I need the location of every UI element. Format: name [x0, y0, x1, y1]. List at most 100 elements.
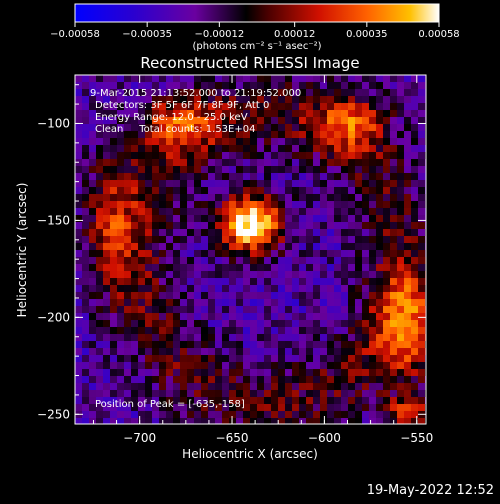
heatmap-cell: [404, 383, 411, 390]
heatmap-cell: [348, 117, 355, 124]
heatmap-cell: [313, 166, 320, 173]
heatmap-cell: [383, 159, 390, 166]
heatmap-cell: [173, 334, 180, 341]
heatmap-cell: [243, 138, 250, 145]
heatmap-cell: [348, 278, 355, 285]
heatmap-cell: [152, 418, 159, 424]
heatmap-cell: [348, 411, 355, 418]
heatmap-cell: [103, 411, 110, 418]
heatmap-cell: [89, 187, 96, 194]
heatmap-cell: [264, 250, 271, 257]
heatmap-cell: [355, 173, 362, 180]
heatmap-cell: [103, 208, 110, 215]
heatmap-cell: [250, 180, 257, 187]
heatmap-cell: [306, 159, 313, 166]
heatmap-cell: [243, 201, 250, 208]
heatmap-cell: [173, 229, 180, 236]
heatmap-cell: [110, 369, 117, 376]
heatmap-cell: [334, 243, 341, 250]
heatmap-cell: [348, 341, 355, 348]
heatmap-cell: [271, 159, 278, 166]
heatmap-cell: [383, 404, 390, 411]
heatmap-cell: [187, 390, 194, 397]
heatmap-cell: [376, 152, 383, 159]
heatmap-cell: [320, 313, 327, 320]
heatmap-cell: [236, 348, 243, 355]
heatmap-cell: [327, 152, 334, 159]
heatmap-cell: [418, 173, 425, 180]
heatmap-cell: [390, 208, 397, 215]
heatmap-cell: [250, 313, 257, 320]
heatmap-cell: [250, 306, 257, 313]
heatmap-cell: [292, 341, 299, 348]
y-axis-label: Heliocentric Y (arcsec): [15, 183, 29, 318]
heatmap-cell: [383, 348, 390, 355]
heatmap-cell: [166, 376, 173, 383]
heatmap-cell: [362, 397, 369, 404]
heatmap-cell: [334, 145, 341, 152]
heatmap-cell: [271, 278, 278, 285]
heatmap-cell: [341, 159, 348, 166]
heatmap-cell: [208, 215, 215, 222]
heatmap-cell: [327, 313, 334, 320]
heatmap-cell: [180, 264, 187, 271]
heatmap-cell: [285, 285, 292, 292]
heatmap-cell: [411, 292, 418, 299]
heatmap-cell: [131, 285, 138, 292]
heatmap-cell: [180, 320, 187, 327]
heatmap-cell: [194, 187, 201, 194]
heatmap-cell: [348, 159, 355, 166]
heatmap-cell: [250, 152, 257, 159]
heatmap-cell: [124, 257, 131, 264]
heatmap-cell: [376, 411, 383, 418]
heatmap-cell: [334, 306, 341, 313]
heatmap-cell: [404, 82, 411, 89]
heatmap-cell: [173, 369, 180, 376]
heatmap-cell: [145, 229, 152, 236]
heatmap-cell: [250, 397, 257, 404]
heatmap-cell: [404, 313, 411, 320]
heatmap-cell: [89, 222, 96, 229]
heatmap-cell: [250, 383, 257, 390]
heatmap-cell: [306, 117, 313, 124]
heatmap-cell: [159, 145, 166, 152]
heatmap-cell: [236, 222, 243, 229]
heatmap-cell: [117, 306, 124, 313]
heatmap-cell: [383, 271, 390, 278]
heatmap-cell: [299, 257, 306, 264]
heatmap-cell: [264, 341, 271, 348]
heatmap-cell: [397, 397, 404, 404]
heatmap-cell: [306, 299, 313, 306]
heatmap-cell: [390, 103, 397, 110]
heatmap-cell: [138, 285, 145, 292]
heatmap-cell: [355, 145, 362, 152]
heatmap-cell: [369, 257, 376, 264]
heatmap-cell: [334, 215, 341, 222]
heatmap-cell: [124, 145, 131, 152]
heatmap-cell: [362, 376, 369, 383]
heatmap-cell: [180, 369, 187, 376]
heatmap-cell: [397, 173, 404, 180]
heatmap-cell: [271, 201, 278, 208]
heatmap-cell: [383, 117, 390, 124]
heatmap-cell: [418, 131, 425, 138]
heatmap-cell: [341, 390, 348, 397]
heatmap-cell: [89, 243, 96, 250]
heatmap-cell: [306, 89, 313, 96]
heatmap-cell: [208, 250, 215, 257]
heatmap-cell: [152, 166, 159, 173]
heatmap-cell: [152, 292, 159, 299]
heatmap-cell: [208, 320, 215, 327]
heatmap-cell: [103, 418, 110, 424]
heatmap-cell: [124, 299, 131, 306]
heatmap-cell: [334, 397, 341, 404]
heatmap-cell: [411, 334, 418, 341]
heatmap-cell: [306, 152, 313, 159]
heatmap-cell: [96, 292, 103, 299]
heatmap-cell: [194, 390, 201, 397]
heatmap-cell: [320, 418, 327, 424]
heatmap-cell: [180, 166, 187, 173]
heatmap-cell: [383, 201, 390, 208]
heatmap-cell: [390, 299, 397, 306]
info-line-detectors: Detectors: 3F 5F 6F 7F 8F 9F, Att 0: [95, 100, 269, 111]
